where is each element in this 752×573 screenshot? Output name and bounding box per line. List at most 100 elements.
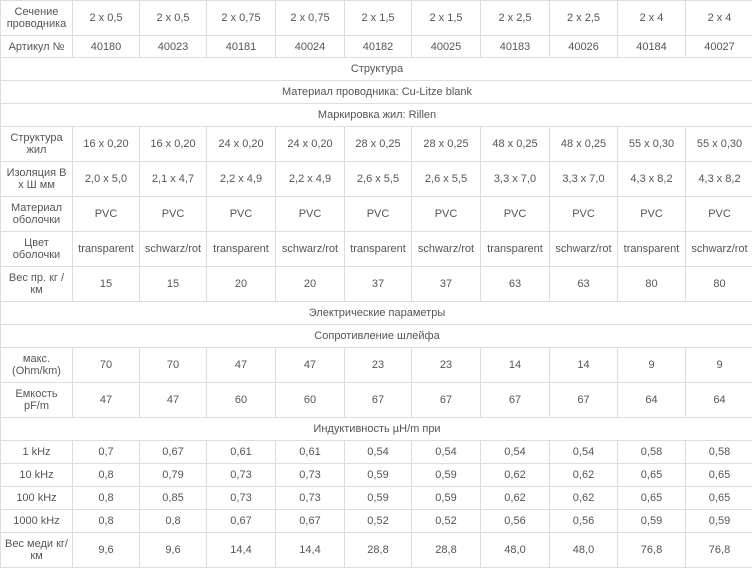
row-label: Сечение проводника — [0, 0, 73, 36]
table-cell: 0,73 — [206, 463, 276, 487]
table-cell: 2 x 0,5 — [139, 0, 207, 36]
table-cell: 40025 — [411, 35, 481, 58]
table-cell: 2,0 x 5,0 — [72, 161, 140, 197]
table-cell: 2 x 4 — [685, 0, 752, 36]
table-row: макс. (Ohm/km) 70 70 47 47 23 23 14 14 9 9 — [0, 347, 752, 383]
table-cell: 0,58 — [685, 440, 752, 464]
table-cell: transparent — [72, 231, 140, 267]
table-cell: 4,3 x 8,2 — [617, 161, 686, 197]
table-cell: 64 — [685, 382, 752, 418]
row-label: Вес меди кг/км — [0, 532, 73, 568]
row-label: 100 kHz — [0, 486, 73, 510]
table-cell: 80 — [617, 266, 686, 302]
table-cell: 2 x 1,5 — [411, 0, 481, 36]
row-label: Структура жил — [0, 126, 73, 162]
table-cell: 23 — [411, 347, 481, 383]
table-cell: 0,73 — [275, 486, 345, 510]
table-cell: 0,67 — [275, 509, 345, 533]
table-cell: PVC — [206, 196, 276, 232]
table-cell: 67 — [480, 382, 550, 418]
table-cell: 67 — [549, 382, 618, 418]
table-cell: 70 — [72, 347, 140, 383]
table-cell: 0,56 — [549, 509, 618, 533]
table-cell: 2,1 x 4,7 — [139, 161, 207, 197]
table-cell: 40024 — [275, 35, 345, 58]
table-cell: 60 — [206, 382, 276, 418]
table-cell: transparent — [206, 231, 276, 267]
table-cell: 14,4 — [206, 532, 276, 568]
table-cell: transparent — [617, 231, 686, 267]
table-cell: 14 — [549, 347, 618, 383]
table-cell: transparent — [344, 231, 412, 267]
table-cell: 0,56 — [480, 509, 550, 533]
table-cell: 16 x 0,20 — [139, 126, 207, 162]
table-cell: PVC — [549, 196, 618, 232]
table-cell: 55 x 0,30 — [617, 126, 686, 162]
table-cell: 47 — [206, 347, 276, 383]
table-row: Изоляция В x Ш мм 2,0 x 5,0 2,1 x 4,7 2,2 x… — [0, 161, 752, 197]
table-cell: 3,3 x 7,0 — [480, 161, 550, 197]
table-cell: 2 x 0,75 — [275, 0, 345, 36]
table-cell: 2 x 2,5 — [480, 0, 550, 36]
table-cell: 20 — [206, 266, 276, 302]
table-cell: 16 x 0,20 — [72, 126, 140, 162]
table-row: Вес пр. кг / км 15 15 20 20 37 37 63 63 80 80 — [0, 266, 752, 302]
table-cell: 23 — [344, 347, 412, 383]
table-cell: 0,65 — [617, 486, 686, 510]
table-cell: 0,8 — [72, 509, 140, 533]
table-cell: 67 — [411, 382, 481, 418]
table-cell: 0,73 — [206, 486, 276, 510]
table-cell: PVC — [685, 196, 752, 232]
table-cell: 40027 — [685, 35, 752, 58]
table-row: Вес меди кг/км 9,6 9,6 14,4 14,4 28,8 28,8 48,0… — [0, 532, 752, 568]
table-cell: schwarz/rot — [685, 231, 752, 267]
row-label: 1 kHz — [0, 440, 73, 464]
table-cell: 0,67 — [206, 509, 276, 533]
table-cell: 15 — [139, 266, 207, 302]
table-cell: 40023 — [139, 35, 207, 58]
table-cell: 0,8 — [139, 509, 207, 533]
table-row: Артикул № 40180 40023 40181 40024 40182 40025 4… — [0, 35, 752, 58]
section-header: Структура — [0, 57, 752, 81]
table-cell: 0,59 — [685, 509, 752, 533]
row-label: 10 kHz — [0, 463, 73, 487]
table-cell: 40180 — [72, 35, 140, 58]
table-cell: 0,65 — [685, 463, 752, 487]
table-cell: 40026 — [549, 35, 618, 58]
table-cell: 24 x 0,20 — [275, 126, 345, 162]
table-cell: 28 x 0,25 — [344, 126, 412, 162]
table-cell: PVC — [72, 196, 140, 232]
table-cell: 2 x 1,5 — [344, 0, 412, 36]
row-label: Емкость pF/m — [0, 382, 73, 418]
section-header: Маркировка жил: Rillen — [0, 103, 752, 127]
table-cell: 2 x 4 — [617, 0, 686, 36]
table-cell: 48 x 0,25 — [549, 126, 618, 162]
table-cell: PVC — [411, 196, 481, 232]
row-label: 1000 kHz — [0, 509, 73, 533]
table-cell: 40182 — [344, 35, 412, 58]
section-header: Сопротивление шлейфа — [0, 324, 752, 348]
table-cell: 47 — [139, 382, 207, 418]
table-row: Материал оболочки PVC PVC PVC PVC PVC PVC PVC PV… — [0, 196, 752, 232]
section-row: Маркировка жил: Rillen — [0, 103, 752, 127]
table-cell: 0,54 — [344, 440, 412, 464]
table-cell: 24 x 0,20 — [206, 126, 276, 162]
table-cell: 0,54 — [549, 440, 618, 464]
section-header: Электрические параметры — [0, 301, 752, 325]
table-cell: 2 x 0,5 — [72, 0, 140, 36]
table-cell: 48,0 — [549, 532, 618, 568]
table-row: Структура жил 16 x 0,20 16 x 0,20 24 x 0,20… — [0, 126, 752, 162]
table-cell: 0,61 — [275, 440, 345, 464]
table-cell: 9,6 — [72, 532, 140, 568]
table-cell: 2 x 2,5 — [549, 0, 618, 36]
table-cell: 28,8 — [344, 532, 412, 568]
table-cell: 0,73 — [275, 463, 345, 487]
table-cell: 2 x 0,75 — [206, 0, 276, 36]
row-label: Артикул № — [0, 35, 73, 58]
table-cell: 47 — [275, 347, 345, 383]
table-cell: 28,8 — [411, 532, 481, 568]
table-cell: 20 — [275, 266, 345, 302]
table-cell: 0,62 — [480, 463, 550, 487]
table-row: 10 kHz 0,8 0,79 0,73 0,73 0,59 0,59 0,62 0,62 0,6… — [0, 463, 752, 487]
table-cell: 48 x 0,25 — [480, 126, 550, 162]
